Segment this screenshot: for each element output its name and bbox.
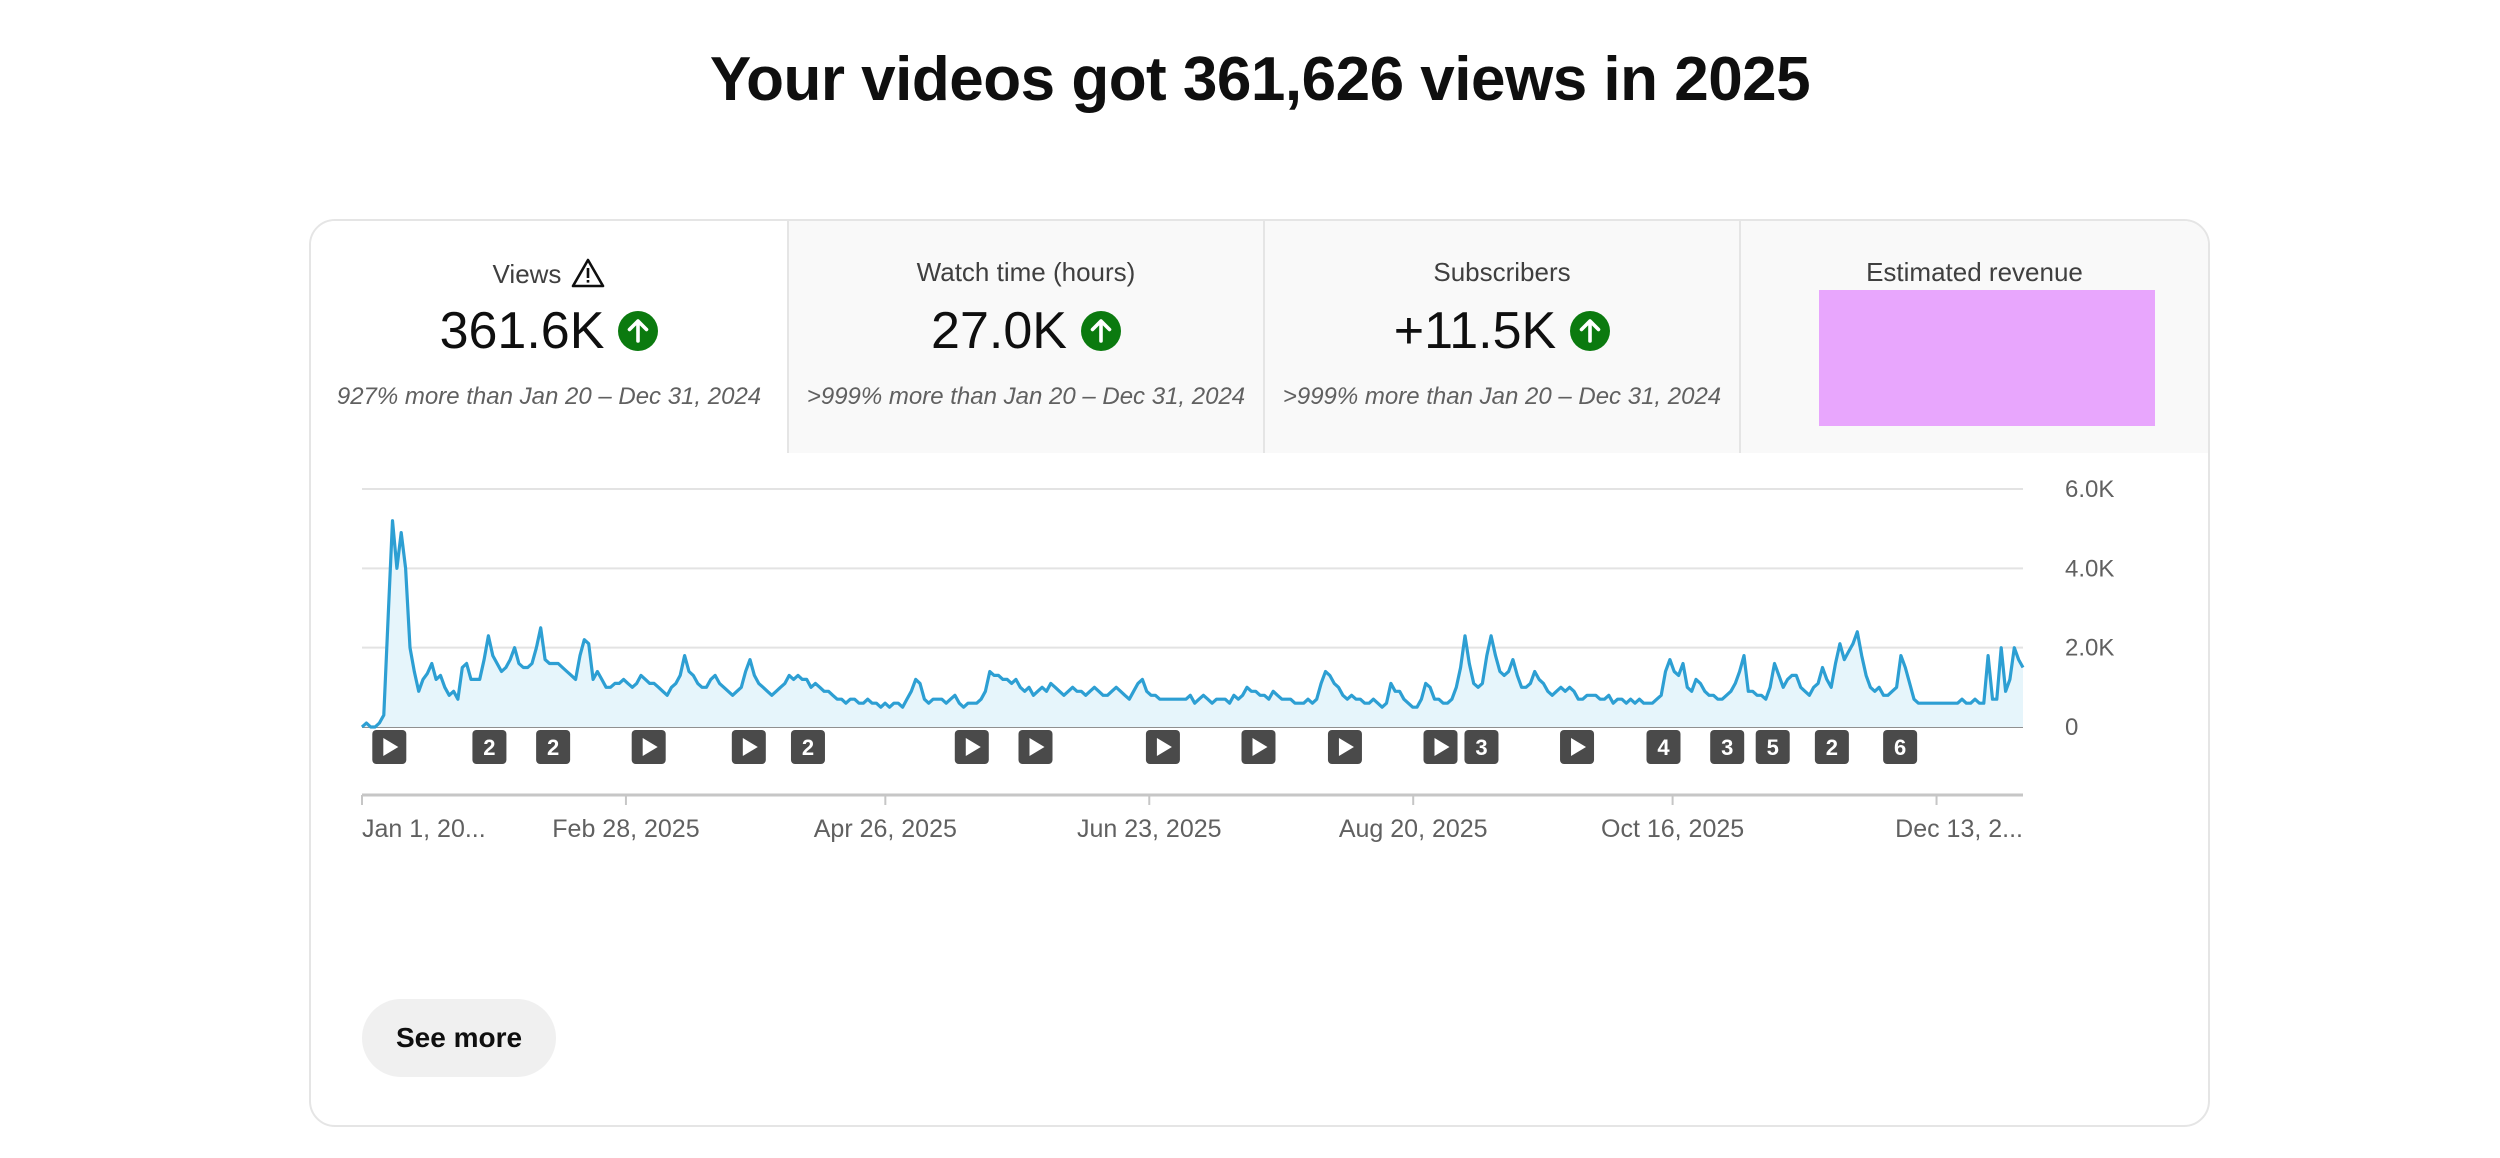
videos-published-count-marker[interactable] bbox=[1710, 730, 1745, 764]
views-chart: 0 2.0K 4.0K 6.0K 2 2 2 3 4 3 5 2 6 Jan 1, 20... Feb 28… bbox=[360, 476, 2114, 843]
views-value: 361.6K bbox=[439, 302, 605, 360]
revenue-redaction bbox=[1819, 290, 2155, 426]
views-line bbox=[360, 519, 2025, 729]
play-icon bbox=[1434, 738, 1450, 756]
page-title: Your videos got 361,626 views in 2025 bbox=[709, 45, 1811, 114]
summary-card: Views 361.6K 927% more than Jan 20 – Dec… bbox=[309, 219, 2210, 1127]
subscribers-label: Subscribers bbox=[1433, 257, 1571, 287]
y-tick-label: 2.0K bbox=[2065, 635, 2114, 662]
views-comparison: 927% more than Jan 20 – Dec 31, 2024 bbox=[336, 383, 762, 410]
metric-tabs: Views 361.6K 927% more than Jan 20 – Dec… bbox=[311, 221, 2208, 453]
marker-count: 2 bbox=[802, 735, 814, 760]
see-more-button[interactable]: See more bbox=[362, 999, 557, 1077]
x-tick-label: Feb 28, 2025 bbox=[552, 815, 699, 843]
marker-count: 3 bbox=[1475, 735, 1487, 760]
revenue-label: Estimated revenue bbox=[1866, 257, 2083, 287]
y-tick-label: 6.0K bbox=[2065, 476, 2114, 503]
tab-views[interactable]: Views 361.6K 927% more than Jan 20 – Dec… bbox=[311, 221, 787, 453]
tab-subscribers[interactable]: Subscribers +11.5K >999% more than Jan 2… bbox=[1263, 221, 1739, 453]
marker-count: 6 bbox=[1894, 735, 1906, 760]
views-label: Views bbox=[492, 259, 562, 289]
watch-time-label: Watch time (hours) bbox=[916, 257, 1136, 287]
views-value-row: 361.6K bbox=[311, 301, 787, 361]
warning-icon[interactable] bbox=[571, 257, 605, 296]
x-tick-label: Jun 23, 2025 bbox=[1077, 815, 1222, 843]
arrow-up-icon bbox=[1570, 311, 1611, 351]
x-tick-label: Dec 13, 2... bbox=[1895, 815, 2023, 843]
play-icon bbox=[965, 738, 981, 756]
arrow-up-icon bbox=[618, 311, 659, 351]
watch-time-value-row: 27.0K bbox=[789, 301, 1263, 361]
play-icon bbox=[1029, 738, 1045, 756]
views-area bbox=[362, 520, 2023, 727]
videos-published-count-marker[interactable] bbox=[1883, 730, 1918, 764]
marker-count: 2 bbox=[547, 735, 559, 760]
x-tick-label: Apr 26, 2025 bbox=[814, 815, 957, 843]
marker-count: 5 bbox=[1767, 735, 1779, 760]
tab-estimated-revenue[interactable]: Estimated revenue bbox=[1739, 221, 2208, 453]
play-icon bbox=[742, 738, 758, 756]
subscribers-value-row: +11.5K bbox=[1265, 301, 1739, 361]
arrow-up-icon bbox=[1080, 311, 1121, 351]
tab-watch-time[interactable]: Watch time (hours) 27.0K >999% more than… bbox=[787, 221, 1263, 453]
marker-count: 2 bbox=[1826, 735, 1838, 760]
videos-published-count-marker[interactable] bbox=[536, 730, 571, 764]
watch-time-value: 27.0K bbox=[931, 302, 1067, 360]
marker-count: 4 bbox=[1657, 735, 1670, 760]
videos-published-count-marker[interactable] bbox=[790, 730, 825, 764]
videos-published-count-marker[interactable] bbox=[1464, 730, 1499, 764]
play-icon bbox=[1571, 738, 1587, 756]
x-tick-label: Jan 1, 20... bbox=[362, 815, 486, 843]
play-icon bbox=[642, 738, 658, 756]
videos-published-count-marker[interactable] bbox=[1755, 730, 1790, 764]
play-icon bbox=[1156, 738, 1172, 756]
subscribers-comparison: >999% more than Jan 20 – Dec 31, 2024 bbox=[1282, 383, 1722, 410]
videos-published-count-marker[interactable] bbox=[472, 730, 507, 764]
play-icon bbox=[383, 738, 399, 756]
videos-published-count-marker[interactable] bbox=[1814, 730, 1849, 764]
videos-published-count-marker[interactable] bbox=[1646, 730, 1681, 764]
play-icon bbox=[1252, 738, 1268, 756]
watch-time-comparison: >999% more than Jan 20 – Dec 31, 2024 bbox=[806, 383, 1246, 410]
play-icon bbox=[1338, 738, 1354, 756]
subscribers-value: +11.5K bbox=[1393, 302, 1557, 360]
marker-count: 2 bbox=[483, 735, 495, 760]
x-tick-label: Oct 16, 2025 bbox=[1601, 815, 1744, 843]
views-label-row: Views bbox=[311, 257, 787, 296]
y-tick-label: 0 bbox=[2065, 714, 2078, 741]
x-tick-label: Aug 20, 2025 bbox=[1339, 815, 1488, 843]
marker-count: 3 bbox=[1721, 735, 1733, 760]
y-tick-label: 4.0K bbox=[2065, 555, 2114, 582]
